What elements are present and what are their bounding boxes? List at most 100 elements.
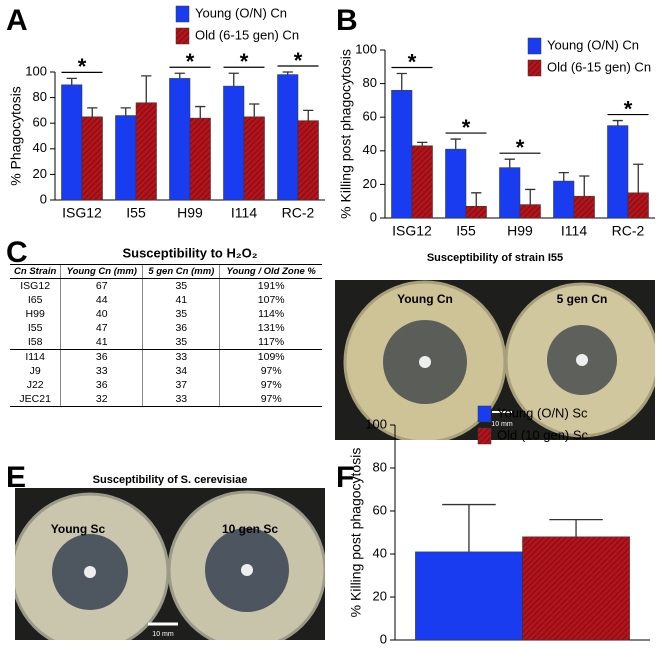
panel-letter: E bbox=[6, 461, 26, 494]
error-bar bbox=[417, 141, 428, 146]
error-bar bbox=[195, 105, 206, 119]
table-row: H99 40 35 114% bbox=[10, 307, 322, 321]
legend-swatch bbox=[527, 37, 542, 55]
x-tick-label: H99 bbox=[507, 223, 533, 239]
significance-star: * bbox=[186, 49, 195, 74]
photo-label: Young Sc bbox=[51, 522, 106, 536]
table-cell: J9 bbox=[29, 365, 41, 377]
table-row: J9 33 34 97% bbox=[10, 364, 322, 378]
error-bar bbox=[228, 72, 239, 87]
legend-label: Young (O/N) Sc bbox=[497, 405, 588, 420]
table-cell: JEC21 bbox=[10, 392, 61, 407]
bar bbox=[277, 74, 299, 201]
y-tick-label: 40 bbox=[33, 140, 47, 155]
bar bbox=[135, 102, 157, 201]
y-tick-label: 60 bbox=[363, 109, 377, 124]
table-cell: 97% bbox=[219, 392, 322, 407]
table-cell: 44 bbox=[60, 293, 143, 307]
error-bar bbox=[249, 103, 260, 117]
table-cell: 114% bbox=[219, 307, 322, 321]
header-cell: 5 gen Cn (mm) bbox=[142, 264, 220, 279]
table-cell: 33 bbox=[60, 364, 143, 378]
bar bbox=[607, 125, 629, 219]
table-cell: 35 bbox=[142, 278, 220, 293]
table-cell: 36 bbox=[60, 349, 143, 364]
bar bbox=[499, 167, 521, 219]
bar bbox=[297, 120, 319, 201]
error-bar bbox=[633, 163, 644, 193]
error-bar bbox=[549, 518, 603, 537]
error-bar bbox=[174, 72, 185, 79]
error-bar bbox=[558, 171, 569, 182]
table-row: ISG12 67 35 191% bbox=[10, 278, 322, 293]
table-cell: J22 bbox=[26, 379, 44, 391]
significance-star: * bbox=[408, 49, 417, 74]
panel-letter: A bbox=[6, 4, 28, 37]
table-cell: 36 bbox=[142, 321, 220, 335]
table-cell: 191% bbox=[219, 278, 322, 293]
table-row: I55 47 36 131% bbox=[10, 321, 322, 335]
bar bbox=[415, 551, 523, 641]
error-bar bbox=[141, 75, 152, 103]
y-tick-label: 80 bbox=[33, 89, 47, 104]
y-axis-label: % Killing post phagocytosis bbox=[338, 49, 354, 219]
legend-label: Old (6-15 gen) Cn bbox=[547, 59, 651, 74]
x-tick-label: I55 bbox=[126, 205, 146, 221]
table-cell: 117% bbox=[219, 335, 322, 350]
significance-star: * bbox=[516, 135, 525, 160]
table-cell: 33 bbox=[142, 349, 220, 364]
bar bbox=[573, 195, 595, 219]
error-bar bbox=[66, 77, 77, 85]
table-cell: 109% bbox=[219, 349, 322, 364]
legend-swatch bbox=[175, 27, 190, 45]
bar bbox=[169, 78, 191, 201]
panel-letter: C bbox=[6, 236, 28, 269]
table-cell: I55 bbox=[27, 322, 43, 334]
table-cell: I114 bbox=[10, 349, 61, 364]
x-tick-label: I114 bbox=[231, 205, 257, 221]
bar bbox=[445, 148, 467, 219]
table: Cn Strain Young Cn (mm) 5 gen Cn (mm) Young… bbox=[10, 264, 322, 407]
legend-swatch bbox=[175, 5, 190, 23]
y-tick-label: 20 bbox=[33, 166, 47, 181]
x-tick-label: RC-2 bbox=[282, 205, 315, 221]
photo-title: Susceptibility of strain I55 bbox=[427, 252, 563, 264]
table-cell: 35 bbox=[142, 307, 220, 321]
error-bar bbox=[471, 192, 482, 207]
significance-star: * bbox=[78, 54, 87, 79]
table-cell: 37 bbox=[142, 378, 220, 392]
error-bar bbox=[87, 107, 98, 117]
y-tick-label: 0 bbox=[40, 191, 47, 206]
significance-star: * bbox=[240, 49, 249, 74]
table-cell: 34 bbox=[142, 364, 220, 378]
table-cell: 36 bbox=[60, 378, 143, 392]
table-row: J22 36 37 97% bbox=[10, 378, 322, 392]
error-bar bbox=[579, 175, 590, 197]
table-cell: 67 bbox=[60, 278, 143, 293]
legend-swatch bbox=[477, 405, 492, 423]
table-cell: H99 bbox=[25, 308, 45, 320]
error-bar bbox=[612, 119, 623, 126]
y-tick-label: 40 bbox=[363, 142, 377, 157]
photo-label: Young Cn bbox=[397, 292, 453, 306]
table-cell: 41 bbox=[142, 293, 220, 307]
table-container: Cn Strain Young Cn (mm) 5 gen Cn (mm) Young… bbox=[10, 264, 322, 407]
table-cell: 32 bbox=[60, 392, 143, 407]
bar bbox=[411, 145, 433, 219]
legend-label: Old (6-15 gen) Cn bbox=[195, 27, 299, 42]
error-bar bbox=[525, 188, 536, 205]
error-bar bbox=[442, 503, 496, 552]
x-tick-label: RC-2 bbox=[612, 223, 645, 239]
x-tick-label: ISG12 bbox=[392, 223, 432, 239]
table-cell: 35 bbox=[142, 335, 220, 350]
photo-label: 5 gen Cn bbox=[557, 292, 608, 306]
y-tick-label: 0 bbox=[380, 631, 387, 646]
photo-label: 10 gen Sc bbox=[222, 522, 278, 536]
bar bbox=[115, 115, 137, 201]
y-tick-label: 0 bbox=[370, 209, 377, 224]
bar bbox=[391, 90, 413, 219]
error-bar bbox=[303, 109, 314, 121]
bar bbox=[553, 180, 575, 219]
table-cell: 41 bbox=[60, 335, 143, 350]
